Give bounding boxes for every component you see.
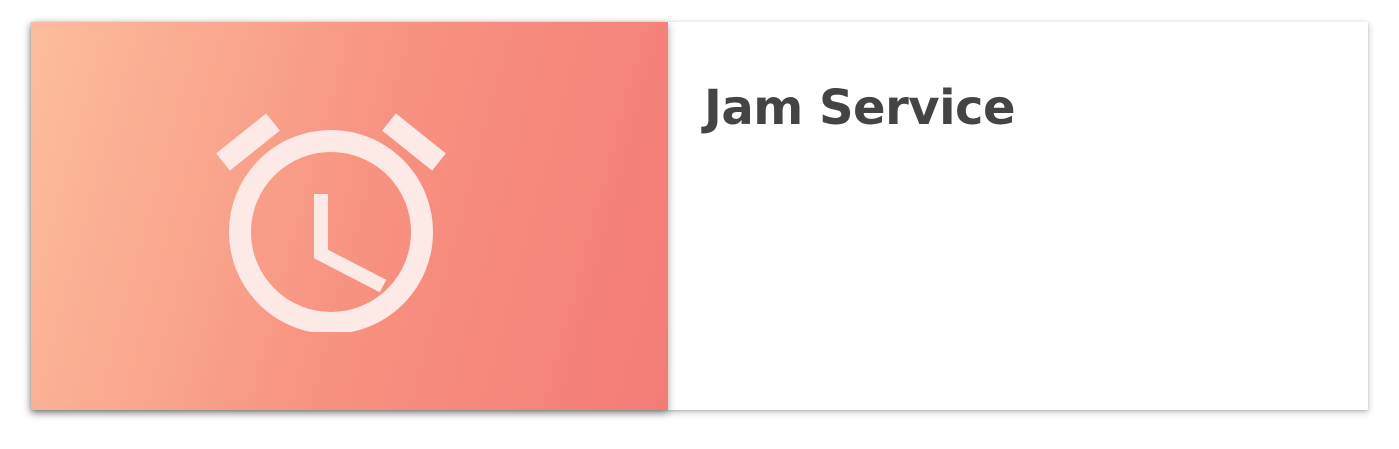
card-media	[31, 22, 668, 410]
card-content: Jam Service	[668, 22, 1368, 410]
alarm-clock-icon	[216, 113, 446, 332]
card-title: Jam Service	[704, 80, 1016, 136]
service-card[interactable]: Jam Service	[31, 22, 1368, 410]
